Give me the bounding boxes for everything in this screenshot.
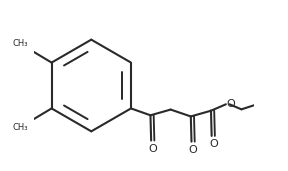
Text: O: O (189, 145, 198, 155)
Text: CH₃: CH₃ (12, 39, 28, 48)
Text: O: O (209, 139, 218, 149)
Text: O: O (227, 99, 236, 109)
Text: O: O (148, 144, 157, 154)
Text: CH₃: CH₃ (12, 123, 28, 132)
